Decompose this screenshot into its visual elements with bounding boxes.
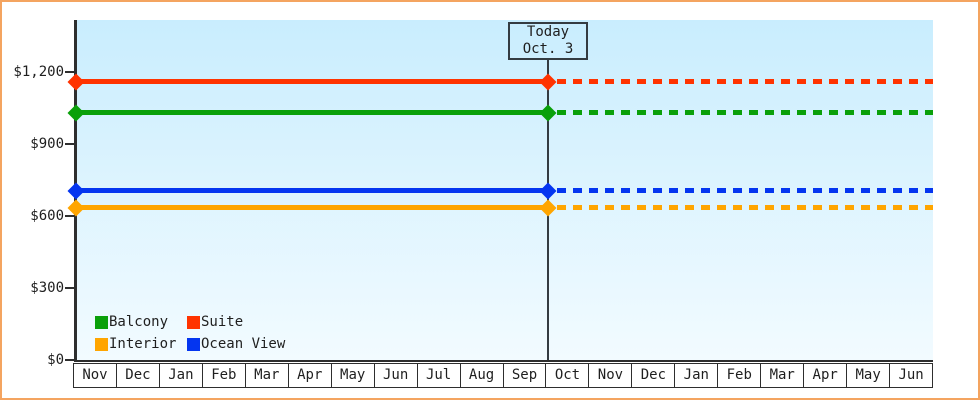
y-tick-mark (65, 71, 74, 73)
y-tick-mark (65, 287, 74, 289)
month-cell: Sep (504, 364, 547, 387)
legend-swatch-balcony (95, 315, 108, 329)
y-tick-label: $300 (30, 280, 64, 296)
legend-label: Ocean View (201, 336, 286, 352)
legend: Balcony Suite Interior Ocean View (95, 315, 285, 351)
month-cell: Oct (546, 364, 590, 387)
month-cell: May (847, 364, 891, 387)
legend-swatch-interior (95, 337, 108, 351)
month-cell: Mar (761, 364, 805, 387)
month-cell: Mar (246, 364, 289, 387)
marker-interior (539, 199, 557, 217)
month-cell: Feb (718, 364, 762, 387)
marker-suite (539, 73, 557, 91)
y-tick-mark (65, 143, 74, 145)
today-date: Oct. 3 (522, 41, 574, 57)
legend-item-interior: Interior (95, 337, 187, 351)
month-cell: Apr (804, 364, 848, 387)
marker-balcony (67, 104, 85, 122)
y-tick-label: $1,200 (13, 64, 64, 80)
month-cell: Jun (375, 364, 418, 387)
series-line-balcony (77, 110, 548, 116)
legend-swatch-suite (187, 315, 200, 329)
month-cell: Dec (117, 364, 160, 387)
month-cell: Jun (898, 367, 924, 383)
series-line-suite (77, 79, 548, 85)
legend-label: Suite (201, 314, 244, 330)
today-label: Today (526, 24, 570, 40)
month-cell: Nov (589, 364, 633, 387)
marker-suite (67, 73, 85, 91)
legend-label: Balcony (109, 314, 169, 330)
month-cell: May (332, 364, 375, 387)
marker-ocean-view (539, 182, 557, 200)
month-cell: Nov (74, 364, 117, 387)
legend-item-balcony: Balcony (95, 315, 187, 329)
month-cell: Dec (632, 364, 676, 387)
y-tick-label: $0 (47, 352, 64, 368)
legend-item-ocean-view: Ocean View (187, 337, 285, 351)
y-tick-mark (65, 359, 74, 361)
marker-interior (67, 199, 85, 217)
legend-item-suite: Suite (187, 315, 285, 329)
month-cell: Jan (160, 364, 203, 387)
legend-label: Interior (109, 336, 177, 352)
x-axis-month-row: Nov Dec Jan Feb Mar Apr May Jun Jul Aug Sep Oct Nov D… (73, 363, 933, 388)
legend-swatch-ocean-view (187, 337, 200, 351)
month-cell: Apr (289, 364, 332, 387)
plot-area: Balcony Suite Interior Ocean View Today Oct… (67, 20, 933, 362)
marker-balcony (539, 104, 557, 122)
y-tick-label: $600 (30, 208, 64, 224)
marker-ocean-view (67, 182, 85, 200)
y-tick-mark (65, 215, 74, 217)
month-cell: Aug (461, 364, 504, 387)
y-tick-label: $900 (30, 136, 64, 152)
series-line-ocean-view (77, 188, 548, 194)
month-cell: Jan (675, 364, 719, 387)
series-line-interior (77, 205, 548, 211)
series-forecast-balcony (557, 110, 933, 116)
series-forecast-suite (557, 79, 933, 85)
month-cell: Feb (203, 364, 246, 387)
today-label-box: Today Oct. 3 (508, 22, 588, 60)
series-forecast-interior (557, 205, 933, 211)
month-cell: Jul (418, 364, 461, 387)
series-forecast-ocean-view (557, 188, 933, 194)
